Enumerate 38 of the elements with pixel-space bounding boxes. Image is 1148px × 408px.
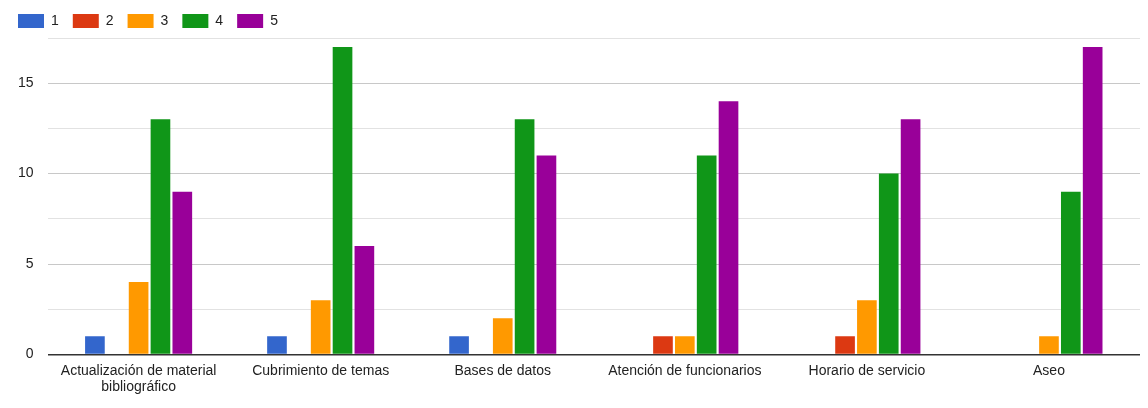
x-tick-label: Actualización de material bibliográfico [60,361,217,395]
bar [653,336,673,354]
bar [150,119,171,354]
bar [696,155,717,354]
x-tick-label: Bases de datos [454,361,552,378]
y-tick-label: 15 [17,74,34,91]
bar [900,119,921,354]
bar [332,47,353,354]
y-tick-label: 5 [25,254,34,271]
bar [835,336,855,354]
bar [1082,47,1103,354]
bar [85,336,105,354]
y-tick-label: 10 [17,164,34,181]
bar [128,282,149,354]
bar [857,300,877,354]
bar [354,245,375,354]
bar [536,155,557,354]
bar [878,173,899,354]
bar [1060,191,1081,354]
legend-label: 4 [215,11,224,28]
legend-label: 1 [51,11,59,28]
bar [267,336,287,354]
x-tick-label: Cubrimiento de temas [252,361,390,378]
x-tick-label: Horario de servicio [808,361,926,378]
bar [449,336,469,354]
bar [492,318,513,354]
bar [514,119,535,354]
bar [310,300,331,354]
legend-label: 3 [160,11,169,28]
legend-label: 5 [270,11,279,28]
y-tick-label: 0 [25,345,34,362]
bar [172,191,193,354]
legend-label: 2 [105,11,114,28]
bar [1039,336,1059,354]
x-tick-label: Aseo [1033,361,1066,378]
x-tick-label: Atención de funcionarios [608,361,762,378]
bar [718,101,739,354]
bar [674,336,695,354]
